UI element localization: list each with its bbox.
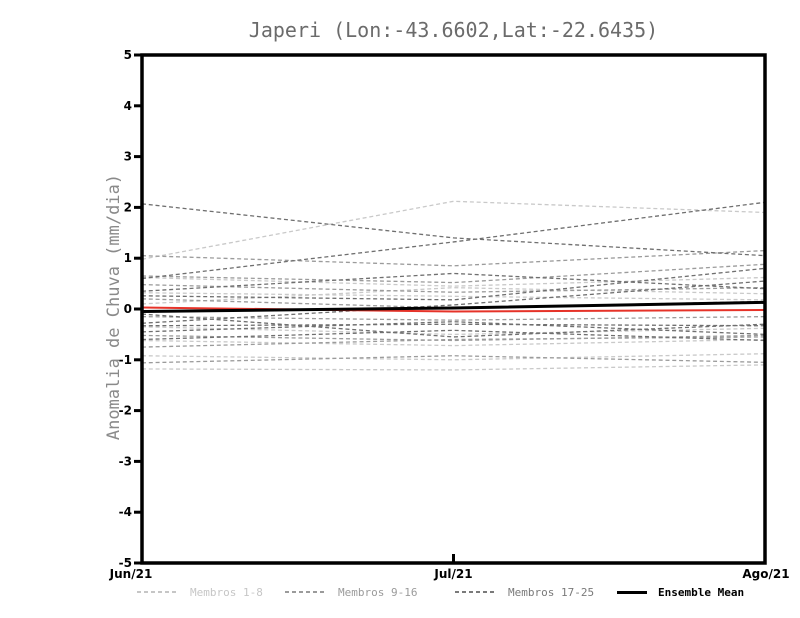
legend: Membros 1-8 Membros 9-16 Membros 17-25 E… <box>0 585 800 601</box>
member-line-14 <box>141 355 766 364</box>
y-tick-label: 3 <box>124 150 132 164</box>
y-tick-label: -2 <box>119 404 132 418</box>
member-line-19 <box>141 272 766 292</box>
member-line-24 <box>141 321 766 336</box>
member-line-2 <box>141 364 766 371</box>
y-tick-label: 5 <box>124 48 132 62</box>
member-line-3 <box>141 276 766 287</box>
member-line-22 <box>141 329 766 342</box>
member-line-4 <box>141 353 766 361</box>
y-tick-label: 4 <box>124 99 132 113</box>
legend-item-membros-17-25: Membros 17-25 <box>455 585 594 599</box>
member-line-20 <box>141 280 766 324</box>
member-line-1 <box>141 200 766 260</box>
legend-label: Membros 17-25 <box>508 585 595 599</box>
legend-label: Ensemble Mean <box>658 585 745 599</box>
y-tick-label: 1 <box>124 251 132 265</box>
member-line-18 <box>141 201 766 280</box>
legend-label: Membros 1-8 <box>190 585 263 599</box>
member-line-12 <box>141 334 766 342</box>
chart-title: Japeri (Lon:-43.6602,Lat:-22.6435) <box>248 18 659 42</box>
member-line-6 <box>141 338 766 347</box>
legend-item-membros-1-8: Membros 1-8 <box>137 585 263 599</box>
member-line-17 <box>141 203 766 257</box>
y-tick-label: 0 <box>124 302 132 316</box>
member-line-5 <box>141 292 766 301</box>
x-tick-label: Ago/21 <box>742 567 789 581</box>
ensemble-mean-line <box>141 300 766 314</box>
y-tick-label: -1 <box>119 353 132 367</box>
y-tick-label: -3 <box>119 454 132 468</box>
member-line-7 <box>141 287 766 305</box>
legend-label: Membros 9-16 <box>338 585 418 599</box>
legend-swatch-membros-17-25 <box>455 591 497 593</box>
red-line <box>141 306 766 313</box>
member-line-10 <box>141 263 766 284</box>
member-line-9 <box>141 249 766 267</box>
member-line-11 <box>141 315 766 321</box>
legend-swatch-ensemble-mean <box>617 590 647 594</box>
y-tick-label: -5 <box>119 556 132 570</box>
x-tick-label: Jul/21 <box>433 567 472 581</box>
legend-swatch-membros-9-16 <box>285 591 327 593</box>
member-line-25 <box>141 313 766 338</box>
y-tick-label: -4 <box>119 505 132 519</box>
legend-item-ensemble-mean: Ensemble Mean <box>617 585 744 599</box>
member-line-16 <box>141 336 766 348</box>
member-line-21 <box>141 323 766 327</box>
x-tick-label: Jun/21 <box>109 567 153 581</box>
y-tick-label: 2 <box>124 200 132 214</box>
legend-swatch-membros-1-8 <box>137 591 179 593</box>
member-line-23 <box>141 267 766 301</box>
legend-item-membros-9-16: Membros 9-16 <box>285 585 417 599</box>
